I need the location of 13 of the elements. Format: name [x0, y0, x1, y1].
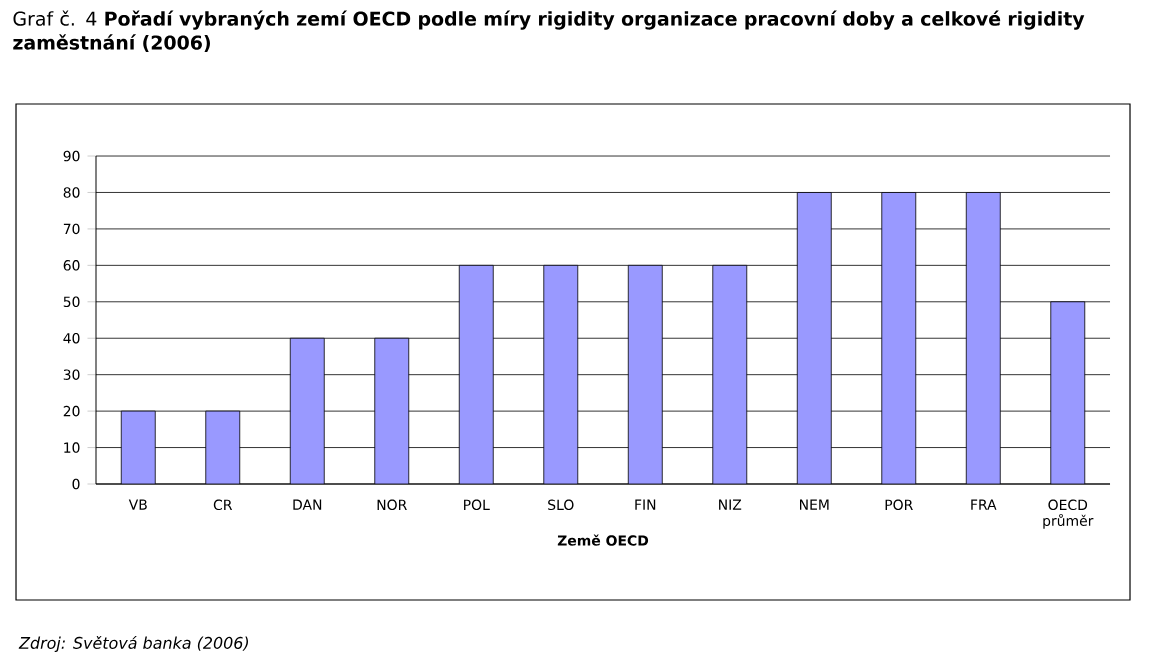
bar: [881, 192, 917, 484]
bar: [712, 264, 748, 484]
bar: [205, 410, 241, 484]
bar: [458, 264, 494, 484]
bar: [1050, 301, 1086, 484]
bar: [289, 337, 325, 484]
bar: [965, 192, 1001, 484]
bar: [796, 192, 832, 484]
bar: [120, 410, 156, 484]
bar: [627, 264, 663, 484]
chart-title: Graf č. 4 Pořadí vybraných zemí OECD podle míry rigidity organizace pracovní doby a celkové rigidity zaměstnání (2006): [13, 10, 1085, 52]
bar: [543, 264, 579, 484]
bar: [374, 337, 410, 484]
